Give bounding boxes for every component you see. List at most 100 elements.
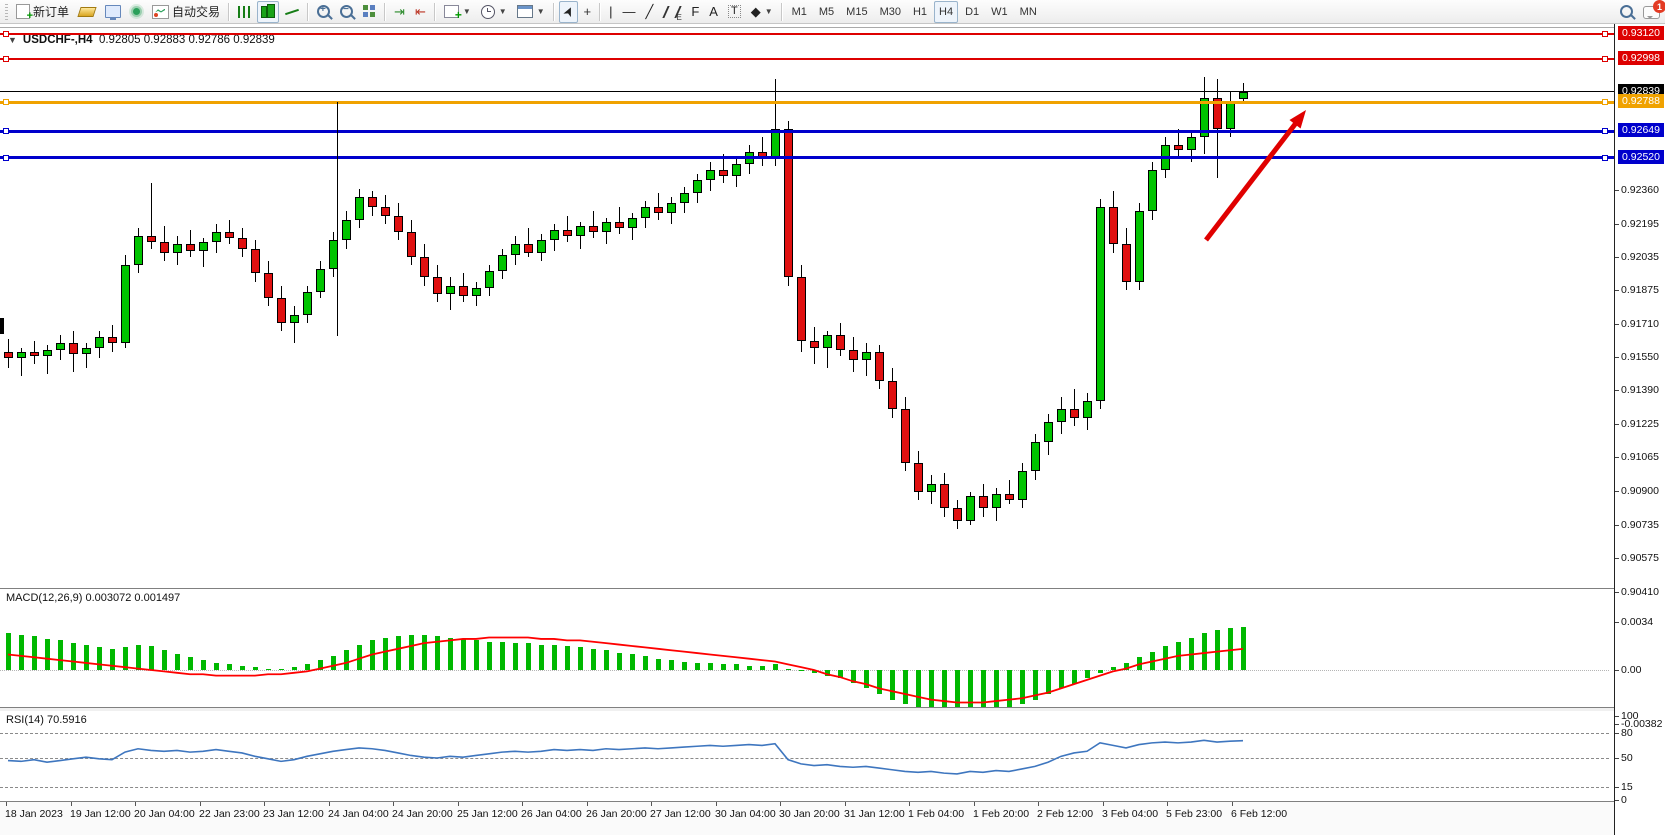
signals-button[interactable] <box>127 1 146 23</box>
price-axis[interactable]: 0.92360 0.92195 0.92035 0.91875 0.91710 0.915… <box>1614 24 1665 835</box>
bar-chart-button[interactable] <box>234 1 255 23</box>
macd-histogram-bar <box>760 665 765 670</box>
candle-bullish <box>576 225 585 237</box>
candle-bullish <box>706 170 715 181</box>
horizontal-line-object[interactable] <box>0 129 1614 133</box>
arrows-dropdown[interactable]: ◆ ▼ <box>747 1 777 23</box>
line-handle[interactable] <box>3 128 9 135</box>
line-handle[interactable] <box>3 154 9 161</box>
timeframe-w1[interactable]: W1 <box>986 1 1013 23</box>
fibonacci-button[interactable]: F <box>687 1 703 23</box>
expert-advisors-button[interactable] <box>101 1 125 23</box>
macd-histogram-bar <box>1202 633 1207 670</box>
macd-indicator-pane[interactable]: MACD(12,26,9) 0.003072 0.001497 <box>0 589 1614 707</box>
current-price-line <box>0 91 1614 93</box>
horizontal-line-object[interactable] <box>0 156 1614 160</box>
macd-histogram-bar <box>58 640 63 670</box>
candle-wick <box>827 331 828 369</box>
axis-tick <box>1615 323 1619 325</box>
timeframe-m5[interactable]: M5 <box>814 1 839 23</box>
price-chart-pane[interactable]: ▼ USDCHF-,H4 0.92805 0.92883 0.92786 0.92… <box>0 27 1614 589</box>
macd-tick-label: -0.00382 <box>1621 717 1663 730</box>
vertical-line-object[interactable] <box>337 102 338 336</box>
time-axis[interactable]: 18 Jan 2023 19 Jan 12:00 20 Jan 04:00 22 Ja… <box>0 802 1614 835</box>
macd-histogram-bar <box>461 638 466 670</box>
line-handle[interactable] <box>3 31 9 37</box>
macd-histogram-bar <box>1072 670 1077 685</box>
chart-shift-button[interactable]: ⇤ <box>411 1 430 23</box>
templates-dropdown[interactable]: ▼ <box>513 1 549 23</box>
macd-histogram-bar <box>409 634 414 670</box>
timeframe-m30[interactable]: M30 <box>875 1 906 23</box>
horizontal-line-button[interactable]: — <box>619 1 640 23</box>
macd-histogram-bar <box>240 665 245 670</box>
rsi-indicator-pane[interactable]: RSI(14) 70.5916 <box>0 711 1614 801</box>
timeframe-m15[interactable]: M15 <box>841 1 872 23</box>
candle-wick <box>294 306 295 344</box>
gold-charts-button[interactable] <box>75 1 99 23</box>
toolbar-separator <box>552 2 555 21</box>
zoom-out-icon <box>340 4 354 18</box>
macd-histogram-bar <box>110 648 115 670</box>
candle-bearish <box>1174 145 1183 150</box>
macd-histogram-bar <box>604 650 609 670</box>
candle-bullish <box>680 192 689 204</box>
candle-bullish <box>537 240 546 253</box>
line-chart-button[interactable] <box>281 1 303 23</box>
candle-bullish <box>212 232 221 243</box>
candle-bullish <box>199 242 208 251</box>
line-handle[interactable] <box>1602 99 1608 106</box>
chat-button[interactable]: 1 <box>1639 0 1665 23</box>
line-handle[interactable] <box>1602 56 1608 63</box>
macd-histogram-bar <box>201 660 206 670</box>
candle-wick <box>1178 128 1179 158</box>
time-tick <box>1038 802 1039 806</box>
line-handle[interactable] <box>1602 154 1608 161</box>
timeframe-m1[interactable]: M1 <box>787 1 812 23</box>
macd-zero-line <box>0 670 1609 671</box>
toolbar-grip[interactable] <box>5 3 8 20</box>
candle-wick <box>203 238 204 268</box>
chart-title: ▼ USDCHF-,H4 0.92805 0.92883 0.92786 0.92… <box>8 34 275 46</box>
text-label-button[interactable]: T <box>724 1 745 23</box>
time-label: 25 Jan 12:00 <box>457 808 518 820</box>
text-button[interactable]: A <box>705 1 722 23</box>
timeframe-d1[interactable]: D1 <box>960 1 984 23</box>
one-click-trading-arrow[interactable]: ▼ <box>8 35 17 45</box>
horizontal-line-object[interactable] <box>0 58 1614 61</box>
line-handle[interactable] <box>1602 31 1608 37</box>
timeframe-m5-label: M5 <box>818 5 835 18</box>
candlestick-chart-button[interactable] <box>257 0 280 23</box>
trendline-button[interactable]: ╱ <box>642 1 658 23</box>
macd-histogram-bar <box>149 645 154 670</box>
candle-bullish <box>56 343 65 350</box>
macd-histogram-bar <box>162 650 167 670</box>
timeframe-h1[interactable]: H1 <box>908 1 932 23</box>
auto-trading-button[interactable]: 自动交易 <box>148 1 224 23</box>
tile-windows-button[interactable] <box>359 1 380 23</box>
candle-wick <box>593 211 594 239</box>
zoom-out-button[interactable] <box>336 1 357 23</box>
line-handle[interactable] <box>3 99 9 106</box>
zoom-in-button[interactable] <box>313 1 334 23</box>
equidistant-channel-button[interactable] <box>659 1 685 23</box>
macd-label: MACD(12,26,9) 0.003072 0.001497 <box>6 592 181 604</box>
time-tick <box>1167 802 1168 806</box>
periodicity-dropdown[interactable]: ▼ <box>477 1 511 23</box>
cursor-button[interactable]: ➤ <box>558 0 578 23</box>
new-chart-dropdown[interactable]: ▼ <box>440 1 475 23</box>
toolbar-separator <box>780 2 783 21</box>
horizontal-line-object[interactable] <box>0 33 1614 35</box>
candle-bullish <box>927 483 936 492</box>
auto-scroll-button[interactable]: ⇥ <box>390 1 409 23</box>
search-button[interactable] <box>1616 1 1637 23</box>
line-handle[interactable] <box>1602 128 1608 135</box>
crosshair-button[interactable]: + <box>580 1 596 23</box>
timeframe-mn-label: MN <box>1019 5 1037 18</box>
new-order-button[interactable]: 新订单 <box>12 1 73 23</box>
vertical-line-button[interactable]: | <box>605 1 616 23</box>
timeframe-mn[interactable]: MN <box>1015 1 1042 23</box>
horizontal-line-object[interactable] <box>0 100 1614 104</box>
timeframe-h4[interactable]: H4 <box>934 0 959 23</box>
line-handle[interactable] <box>3 56 9 63</box>
